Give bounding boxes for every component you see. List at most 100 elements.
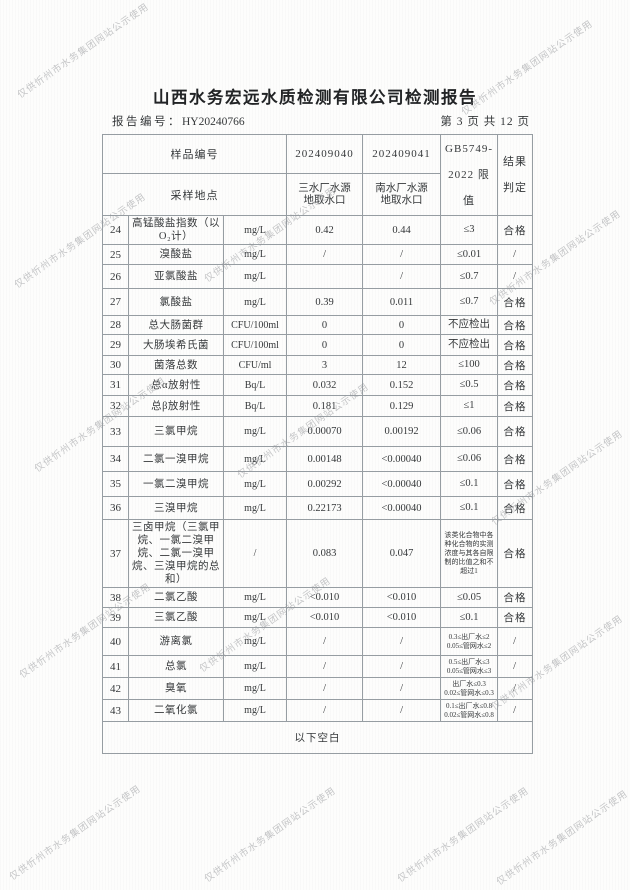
cell-v1: 0.42 [286, 215, 364, 245]
cell-name: 三溴甲烷 [128, 496, 224, 520]
cell-v2: <0.00040 [362, 496, 442, 520]
cell-limit: ≤0.06 [440, 416, 499, 447]
cell-no: 42 [102, 677, 129, 700]
cell-no: 34 [102, 446, 129, 472]
cell-name: 菌落总数 [128, 355, 224, 375]
cell-result: 合格 [497, 519, 534, 588]
cell-result: / [497, 677, 534, 700]
cell-name: 游离氯 [128, 627, 224, 656]
cell-limit: ≤3 [440, 215, 499, 245]
table-row: 36 三溴甲烷 mg/L 0.22173 <0.00040 ≤0.1 合格 [102, 496, 534, 520]
cell-limit: ≤0.1 [440, 471, 499, 497]
cell-result: / [497, 699, 534, 722]
cell-v2: 0.152 [362, 374, 442, 396]
cell-unit: Bq/L [222, 395, 288, 417]
cell-v1: <0.010 [286, 587, 364, 608]
report-number: 报告编号：HY20240766 [112, 113, 245, 129]
cell-v2: / [362, 677, 442, 700]
cell-unit: mg/L [222, 496, 288, 520]
report-number-label: 报告编号： [112, 116, 182, 128]
cell-no: 30 [102, 355, 129, 375]
cell-no: 25 [102, 244, 129, 265]
cell-limit: 出厂水≤0.3 0.02≤管网水≤0.3 [440, 677, 499, 700]
cell-result: / [497, 264, 534, 289]
table-row: 43 二氧化氯 mg/L //0.1≤出厂水≤0.8 0.02≤管网水≤0.8/ [102, 699, 534, 722]
table-row: 40 游离氯 mg/L //0.3≤出厂水≤2 0.05≤管网水≤2/ [102, 627, 534, 656]
cell-limit: 0.1≤出厂水≤0.8 0.02≤管网水≤0.8 [440, 699, 499, 722]
cell-no: 32 [102, 395, 129, 417]
cell-unit: CFU/ml [222, 355, 288, 375]
cell-limit: ≤0.06 [440, 446, 499, 472]
cell-v1: 0.39 [286, 288, 364, 316]
cell-name: 一氯二溴甲烷 [128, 471, 224, 497]
cell-v2: <0.010 [362, 587, 442, 608]
cell-v1: 0.181 [286, 395, 364, 417]
cell-v1: 0.00070 [286, 416, 364, 447]
cell-no: 33 [102, 416, 129, 447]
table-row: 33 三氯甲烷 mg/L 0.00070 0.00192 ≤0.06 合格 [102, 416, 534, 447]
cell-limit: ≤0.5 [440, 374, 499, 396]
cell-v1: <0.010 [286, 607, 364, 628]
cell-unit: Bq/L [222, 374, 288, 396]
cell-name: 三卤甲烷（三氯甲烷、一氯二溴甲烷、二氯一溴甲烷、三溴甲烷的总和） [128, 519, 224, 588]
cell-v2: 12 [362, 355, 442, 375]
cell-v2: <0.010 [362, 607, 442, 628]
cell-v1: / [286, 677, 364, 700]
cell-no: 28 [102, 315, 129, 335]
table-row: 32 总β放射性 Bq/L 0.181 0.129 ≤1 合格 [102, 395, 534, 417]
cell-result: 合格 [497, 607, 534, 628]
blank-below-note: 以下空白 [101, 721, 534, 754]
cell-unit: mg/L [222, 677, 288, 700]
cell-v2: 0 [362, 315, 442, 335]
cell-result: 合格 [497, 315, 534, 335]
cell-no: 37 [102, 519, 129, 588]
cell-limit: ≤0.1 [440, 496, 499, 520]
cell-result: 合格 [497, 416, 534, 447]
cell-no: 31 [102, 374, 129, 396]
cell-name: 亚氯酸盐 [128, 264, 224, 289]
cell-name: 大肠埃希氏菌 [128, 334, 224, 356]
cell-name: 高锰酸盐指数（以O₂计） [128, 215, 224, 245]
cell-limit: ≤100 [440, 355, 499, 375]
cell-v2: <0.00040 [362, 446, 442, 472]
cell-no: 40 [102, 627, 129, 656]
cell-v1: 0.083 [286, 519, 364, 588]
cell-limit: ≤0.01 [440, 244, 499, 265]
cell-result: 合格 [497, 395, 534, 417]
cell-result: 合格 [497, 587, 534, 608]
cell-v2: / [362, 699, 442, 722]
cell-unit: mg/L [222, 288, 288, 316]
cell-v2: / [362, 655, 442, 678]
cell-v2: / [362, 627, 442, 656]
cell-no: 41 [102, 655, 129, 678]
cell-limit: ≤0.1 [440, 607, 499, 628]
cell-v1: 0 [286, 315, 364, 335]
table-row: 42 臭氧 mg/L / / 出厂水≤0.3 0.02≤管网水≤0.3/ [102, 677, 534, 700]
cell-name: 三氯乙酸 [128, 607, 224, 628]
cell-name: 总β放射性 [128, 395, 224, 417]
table-row: 37 三卤甲烷（三氯甲烷、一氯二溴甲烷、二氯一溴甲烷、三溴甲烷的总和）/0.083… [102, 519, 534, 588]
cell-result: 合格 [497, 215, 534, 245]
cell-no: 36 [102, 496, 129, 520]
cell-result: / [497, 627, 534, 656]
table-footer-row: 以下空白 [101, 721, 534, 754]
cell-v2: 0.047 [362, 519, 442, 588]
header-sample1-location: 三水厂水源 地取水口 [286, 173, 364, 216]
cell-unit: mg/L [222, 215, 288, 245]
table-row: 30 菌落总数 CFU/ml 3 12 ≤100 合格 [102, 355, 534, 375]
cell-v1: / [286, 655, 364, 678]
page-number: 第 3 页 共 12 页 [440, 116, 530, 128]
cell-unit: / [222, 519, 288, 588]
table-row: 35 一氯二溴甲烷 mg/L 0.00292 <0.00040 ≤0.1 合格 [102, 471, 534, 497]
cell-result: 合格 [497, 374, 534, 396]
cell-v2: / [362, 264, 442, 289]
table-row: 28 总大肠菌群 CFU/100ml 0 0 不应检出 合格 [102, 315, 534, 335]
cell-v1: 0.00292 [286, 471, 364, 497]
cell-limit: ≤0.7 [440, 264, 499, 289]
cell-unit: mg/L [222, 446, 288, 472]
header-sample1-id: 202409040 [286, 133, 364, 175]
header-result: 结果 判定 [497, 134, 534, 216]
cell-unit: mg/L [222, 416, 288, 447]
cell-no: 39 [102, 607, 129, 628]
